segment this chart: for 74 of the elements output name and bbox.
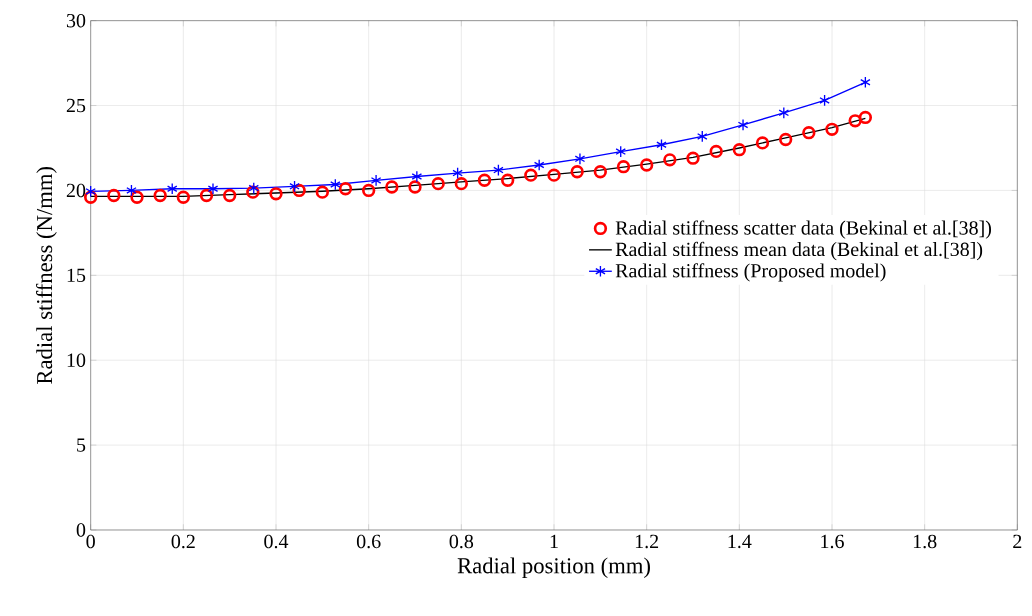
point: [825, 122, 839, 136]
point: [778, 106, 790, 119]
point: [593, 165, 608, 179]
point: [860, 76, 871, 89]
point: [737, 118, 749, 131]
point: [454, 176, 469, 191]
point: [732, 143, 747, 157]
point: [686, 151, 700, 165]
point: [370, 174, 382, 187]
point: [338, 182, 353, 196]
x-tick-label: 0.6: [356, 534, 381, 549]
point: [330, 178, 341, 191]
point: [570, 165, 584, 179]
point: [500, 173, 515, 187]
point: [130, 190, 144, 204]
y-tick-label: 20: [66, 183, 86, 198]
point: [408, 180, 422, 194]
point: [615, 145, 627, 158]
y-tick-label: 10: [67, 353, 86, 367]
point: [207, 182, 219, 195]
point: [858, 110, 873, 125]
point: [315, 185, 330, 199]
x-tick-label: 1.8: [913, 534, 937, 549]
x-tick-label: 1.2: [635, 534, 659, 549]
point: [289, 180, 300, 193]
point: [493, 164, 504, 177]
point: [755, 136, 770, 150]
x-tick-label: 0.8: [449, 534, 474, 549]
legend-label: Radial stiffness mean data (Bekinal et al.[38]): [615, 241, 983, 261]
point: [574, 152, 586, 165]
point: [269, 187, 283, 201]
point: [248, 182, 260, 195]
point: [656, 138, 667, 151]
point: [779, 132, 793, 147]
point: [126, 184, 137, 197]
legend-label: Radial stiffness (Proposed model): [615, 263, 886, 282]
point: [153, 188, 167, 203]
x-tick-label: 1: [550, 534, 558, 548]
point: [411, 170, 423, 183]
point: [223, 188, 237, 203]
point: [819, 94, 830, 107]
x-tick-label: 0.2: [171, 534, 195, 549]
x-tick-label: 2: [1013, 534, 1022, 548]
point: [107, 188, 121, 203]
point: [176, 190, 191, 204]
point: [640, 158, 654, 172]
y-tick-label: 0: [76, 523, 86, 537]
point: [848, 114, 862, 128]
point: [452, 167, 463, 180]
point: [524, 168, 538, 182]
x-tick-label: 1.6: [821, 534, 844, 549]
point: [533, 158, 545, 171]
legend-label: Radial stiffness scatter data (Bekinal et al.[38]): [615, 220, 992, 239]
y-tick-label: 15: [67, 268, 86, 283]
x-tick-label: 0.4: [264, 534, 289, 549]
point: [85, 185, 96, 198]
y-tick-label: 25: [66, 98, 86, 113]
point: [199, 188, 214, 203]
x-axis-title: Radial position (mm): [457, 557, 650, 578]
point: [385, 180, 399, 194]
y-tick-label: 5: [77, 438, 86, 452]
point: [709, 144, 723, 159]
point: [477, 173, 492, 187]
point: [802, 126, 816, 140]
point: [663, 153, 677, 167]
point: [696, 130, 708, 143]
y-axis-title: Radial stiffness (N/mm): [36, 166, 57, 384]
point: [616, 159, 631, 174]
point: [166, 182, 178, 195]
point: [362, 183, 376, 198]
x-tick-label: 1.4: [728, 534, 752, 549]
y-tick-label: 30: [66, 13, 86, 28]
point: [431, 176, 445, 191]
point: [547, 168, 561, 182]
